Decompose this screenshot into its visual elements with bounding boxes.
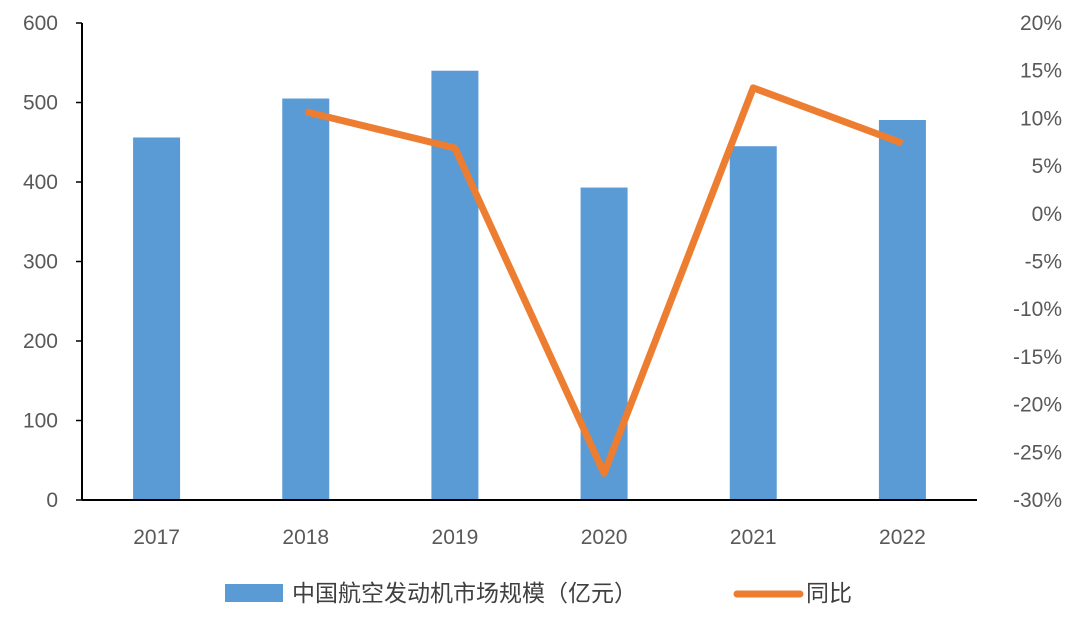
y-left-tick-0: 0	[46, 489, 58, 512]
y-right-tick-5%: 5%	[1032, 155, 1062, 178]
x-tick-2017: 2017	[133, 526, 180, 549]
bar-2017	[133, 137, 181, 501]
x-tick-2018: 2018	[282, 526, 329, 549]
x-tick-2021: 2021	[730, 526, 777, 549]
x-tick-2019: 2019	[432, 526, 479, 549]
y-right-tick-10%: 10%	[1020, 107, 1062, 130]
y-right-tick--30%: -30%	[1013, 489, 1062, 512]
legend-label-line: 同比	[806, 580, 852, 606]
y-left-tick-100: 100	[23, 410, 58, 433]
y-left-tick-400: 400	[23, 171, 58, 194]
line-series	[304, 84, 904, 477]
y-left-tick-300: 300	[23, 251, 58, 274]
x-tick-2022: 2022	[879, 526, 926, 549]
y-right-tick--5%: -5%	[1025, 251, 1062, 274]
legend-label-bar: 中国航空发动机市场规模（亿元）	[292, 580, 637, 606]
y-right-tick-20%: 20%	[1020, 12, 1062, 35]
y-left-tick-500: 500	[23, 92, 58, 115]
y-left-tick-600: 600	[23, 12, 58, 35]
y-left-tick-labels: 0 100 200 300 400 500 600	[23, 12, 82, 512]
y-right-tick-labels: -30% -25% -20% -15% -10% -5% 0% 5% 10% 15% 20%	[1013, 12, 1062, 512]
y-right-tick--20%: -20%	[1013, 394, 1062, 417]
y-right-tick--25%: -25%	[1013, 441, 1062, 464]
bar-series	[133, 70, 926, 501]
legend: 中国航空发动机市场规模（亿元） 同比	[225, 580, 852, 606]
x-tick-labels: 2017 2018 2019 2020 2021 2022	[133, 526, 926, 549]
bar-2022	[878, 119, 926, 501]
y-left-tick-200: 200	[23, 330, 58, 353]
bar-2018	[282, 98, 330, 501]
y-right-tick--10%: -10%	[1013, 298, 1062, 321]
y-right-tick-15%: 15%	[1020, 60, 1062, 83]
bar-2020	[580, 187, 628, 500]
y-right-tick--15%: -15%	[1013, 346, 1062, 369]
bar-2019	[431, 70, 479, 500]
legend-swatch-bar	[225, 584, 283, 602]
axes	[81, 23, 977, 501]
bar-2021	[729, 146, 777, 500]
y-right-tick-0%: 0%	[1032, 203, 1062, 226]
x-tick-2020: 2020	[581, 526, 628, 549]
